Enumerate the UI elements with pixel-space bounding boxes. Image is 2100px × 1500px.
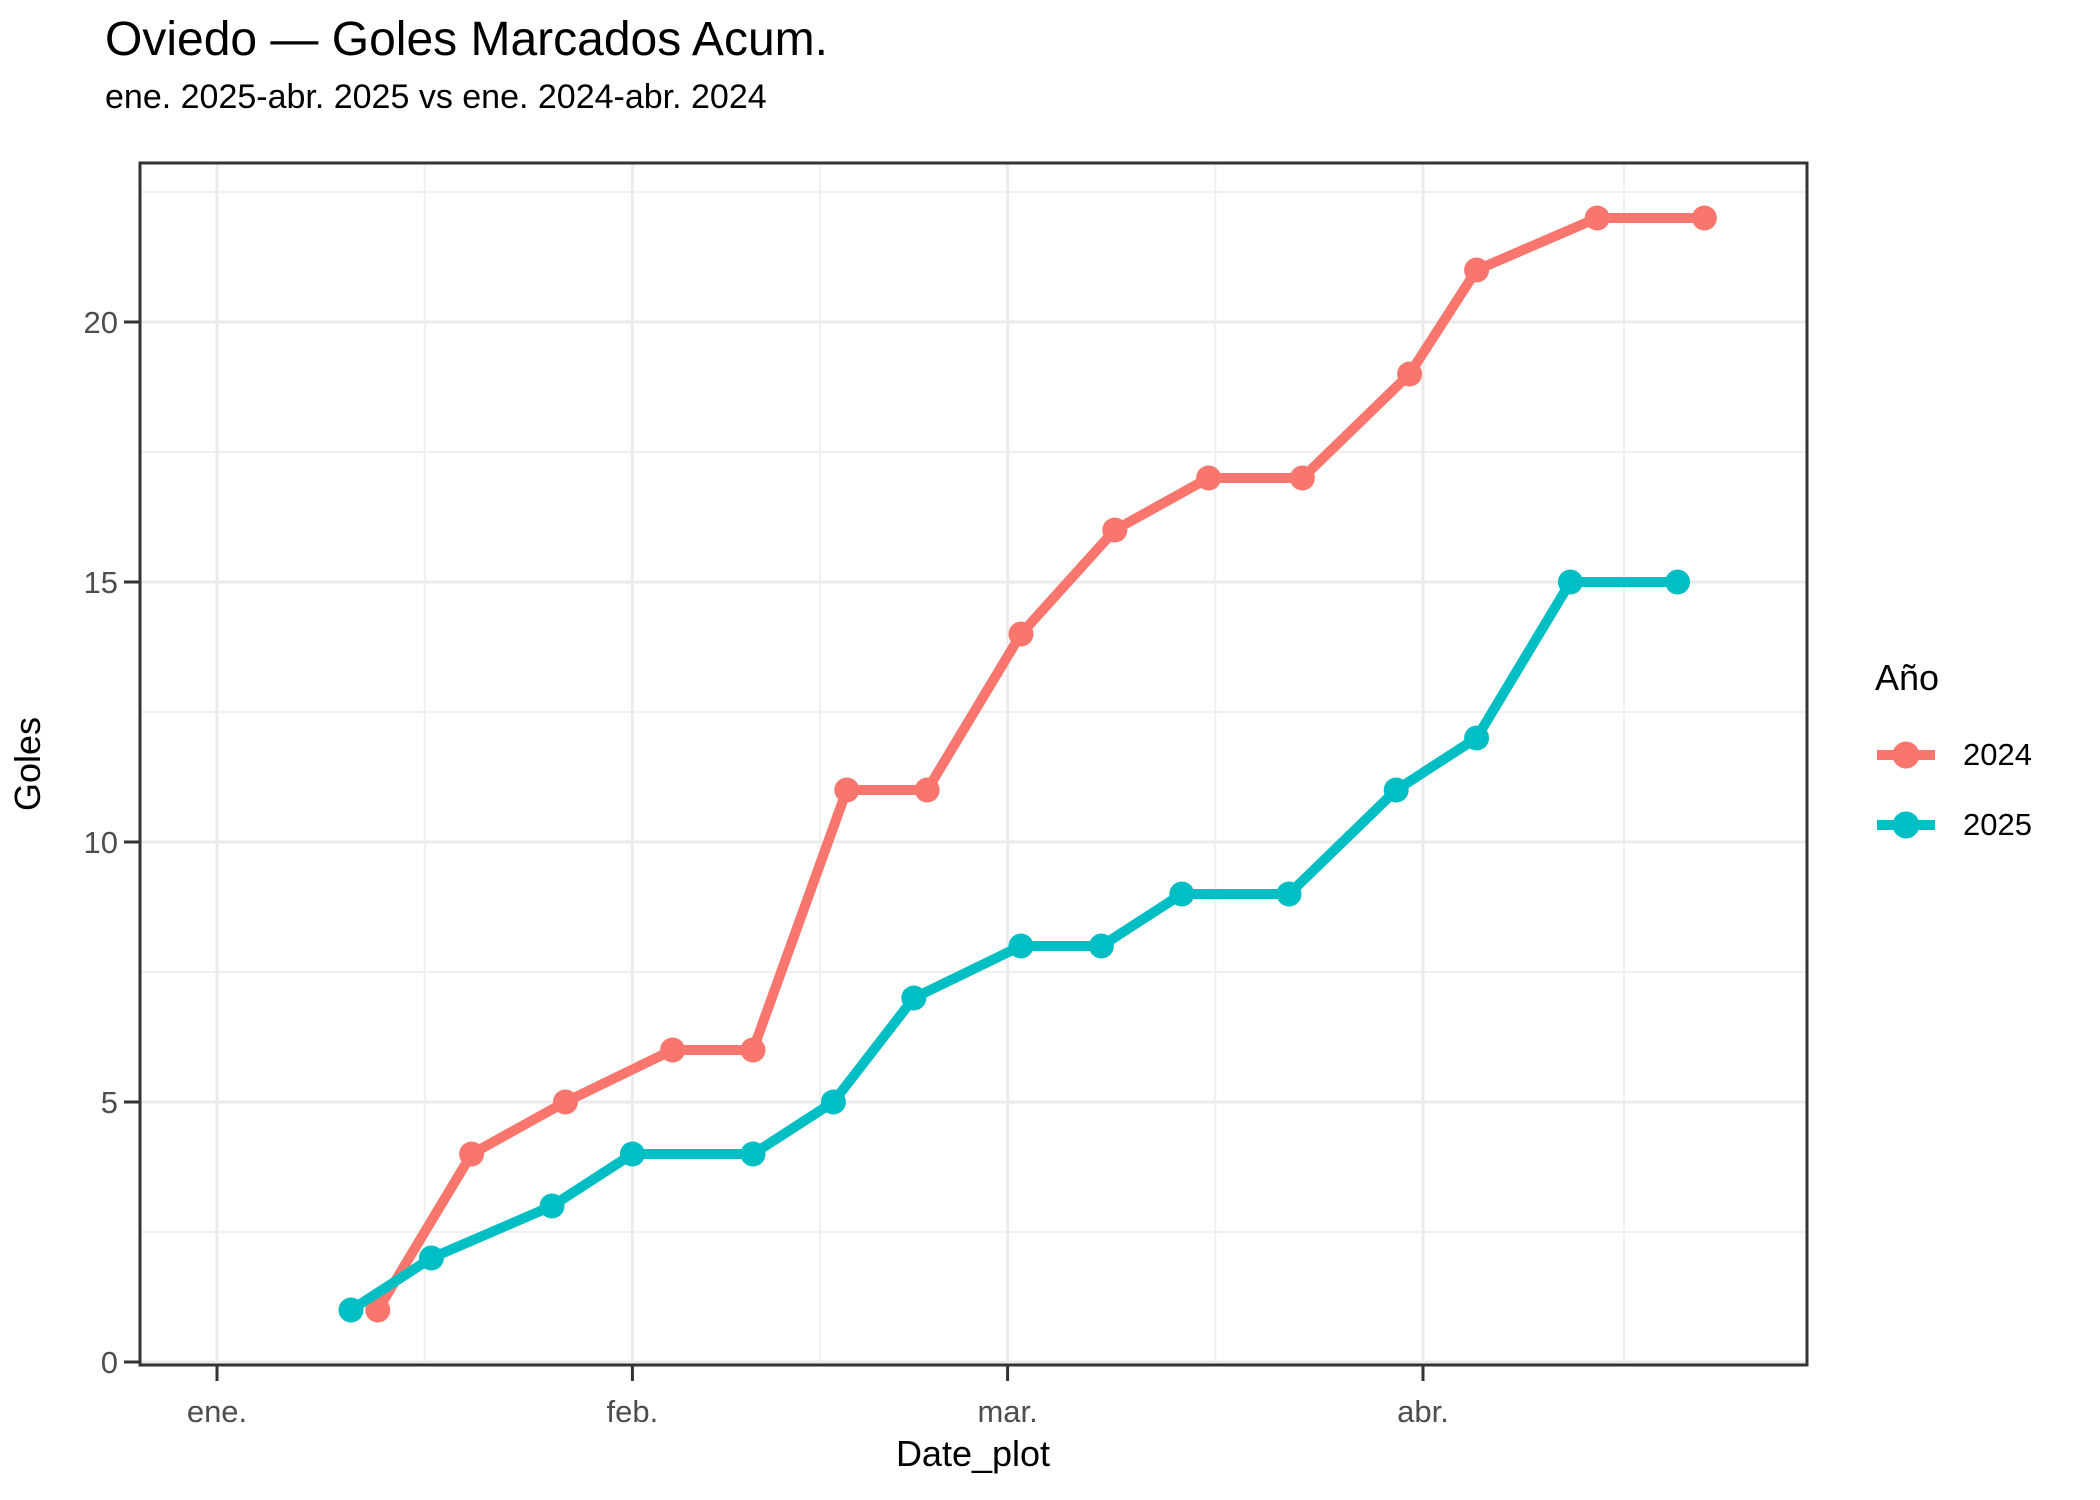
data-point-2024 [1196,465,1222,491]
series-line-2024 [373,213,1705,1313]
data-point-2025 [1665,569,1691,595]
data-point-2025 [1088,933,1114,959]
data-point-2024 [1584,205,1610,231]
legend: Año 2024 2025 [1875,656,2032,845]
data-point-2024 [1008,621,1034,647]
chart-subtitle: ene. 2025-abr. 2025 vs ene. 2024-abr. 20… [105,78,767,116]
legend-label: 2024 [1963,737,2032,773]
data-point-2025 [740,1141,766,1167]
data-point-2025 [539,1193,565,1219]
legend-key-2025 [1877,811,1935,839]
data-point-2024 [1691,205,1717,231]
data-point-2024 [1289,465,1315,491]
data-point-2025 [1557,569,1583,595]
data-point-2025 [1383,777,1409,803]
x-tick-label: feb. [607,1394,659,1429]
x-tick-label: ene. [187,1394,247,1429]
data-point-2024 [459,1141,485,1167]
data-point-2024 [740,1037,766,1063]
y-tick-label: 15 [84,565,118,600]
x-tick-label: abr. [1397,1394,1449,1429]
data-point-2025 [1276,881,1302,907]
data-point-2024 [365,1297,391,1323]
x-axis-title: Date_plot [896,1433,1050,1474]
x-tick-label: mar. [977,1394,1037,1429]
data-point-2025 [820,1089,846,1115]
data-point-2024 [1464,257,1490,283]
data-point-2024 [1102,517,1128,543]
y-tick-label: 0 [101,1345,118,1380]
data-point-2024 [552,1089,578,1115]
data-point-2025 [418,1245,444,1271]
y-tick-label: 20 [84,305,118,340]
legend-label: 2025 [1963,807,2032,843]
data-point-2024 [834,777,860,803]
data-point-2024 [914,777,940,803]
legend-entry-2024: 2024 [1875,735,2032,775]
legend-entry-2025: 2025 [1875,805,2032,845]
panel-border [138,161,1809,1367]
chart-title: Oviedo — Goles Marcados Acum. [105,13,828,66]
data-point-2025 [619,1141,645,1167]
data-point-2025 [1008,933,1034,959]
legend-title: Año [1875,657,1940,698]
y-tick-label: 10 [84,825,118,860]
data-point-2025 [338,1297,364,1323]
plot-panel: ene. feb. mar. abr. 0 5 10 15 20 [84,161,1809,1429]
data-point-2025 [901,985,927,1011]
data-point-2024 [660,1037,686,1063]
data-point-2024 [1397,361,1423,387]
y-tick-label: 5 [101,1085,118,1120]
legend-key-2024 [1877,741,1935,769]
data-point-2025 [1169,881,1195,907]
y-axis-title: Goles [7,717,48,811]
data-point-2025 [1464,725,1490,751]
